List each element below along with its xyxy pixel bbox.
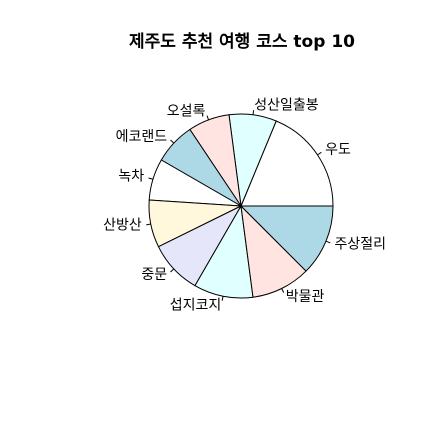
slice-label: 오설록 <box>167 103 206 119</box>
slice-label: 에코랜드 <box>116 129 168 145</box>
label-leader-line <box>221 296 224 301</box>
label-leader-line <box>317 151 322 156</box>
label-leader-line <box>170 268 175 273</box>
label-leader-line <box>281 288 285 293</box>
pie-slices <box>148 113 334 299</box>
slice-label: 우도 <box>325 142 351 158</box>
slice-label: 녹차 <box>118 169 144 185</box>
label-leader-line <box>148 177 154 180</box>
label-leader-line <box>170 139 175 144</box>
label-leader-line <box>325 240 331 244</box>
slice-label: 성산일출봉 <box>254 98 319 114</box>
slice-label: 섭지코지 <box>170 297 222 313</box>
pie-slice <box>239 205 334 272</box>
chart-title: 제주도 추천 여행 코스 top 10 <box>129 32 355 52</box>
slice-label: 산방산 <box>103 218 142 234</box>
label-leader-line <box>252 110 255 115</box>
label-leader-line <box>206 115 210 121</box>
pie-slice <box>240 120 334 207</box>
slice-label: 중문 <box>141 267 167 283</box>
label-leader-line <box>146 223 151 226</box>
slice-label: 주상절리 <box>335 237 387 253</box>
slice-label: 박물관 <box>286 289 325 305</box>
